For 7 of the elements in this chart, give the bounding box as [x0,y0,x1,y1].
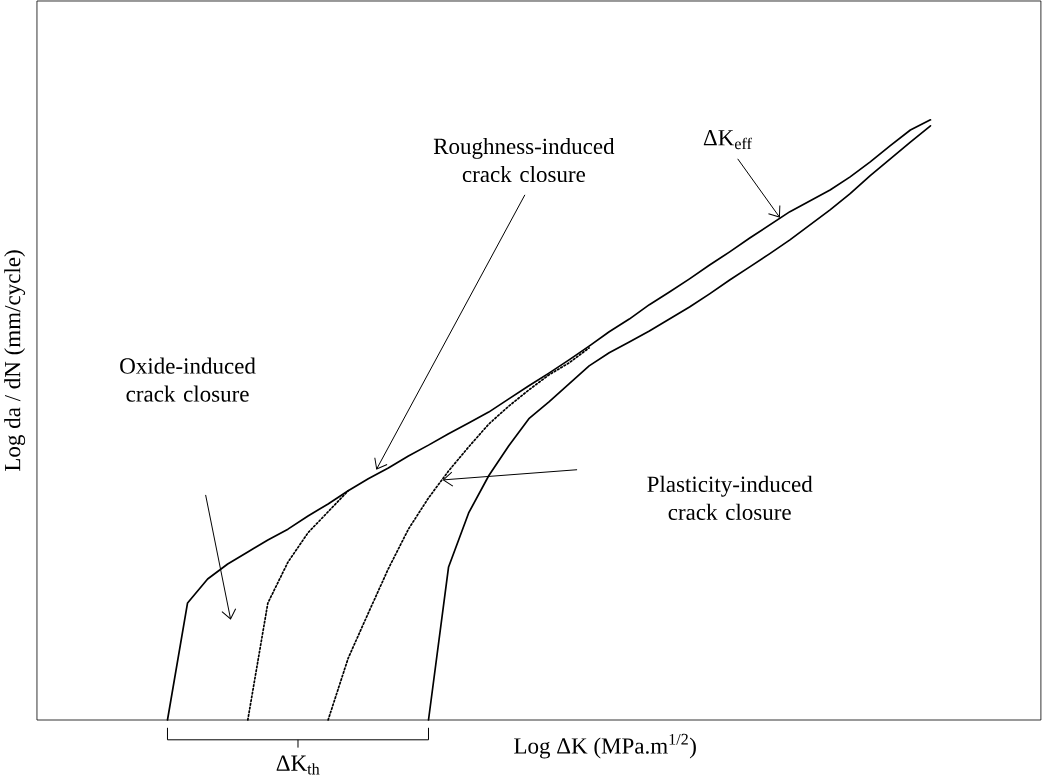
annotation: Plasticity-induced crack closure [647,475,813,521]
text: ΔK$_{th}$ [276,755,320,775]
annotation: Oxide-induced crack closure [120,357,256,402]
x-axis-title: Log ΔK (MPa.m$^{1/2}$) [514,733,696,759]
y-axis-title: Log da / dN (mm/cycle) [4,250,26,471]
annotation: ΔK$_{eff}$ [703,130,752,150]
annotation: Roughness-induced crack closure [433,137,615,183]
